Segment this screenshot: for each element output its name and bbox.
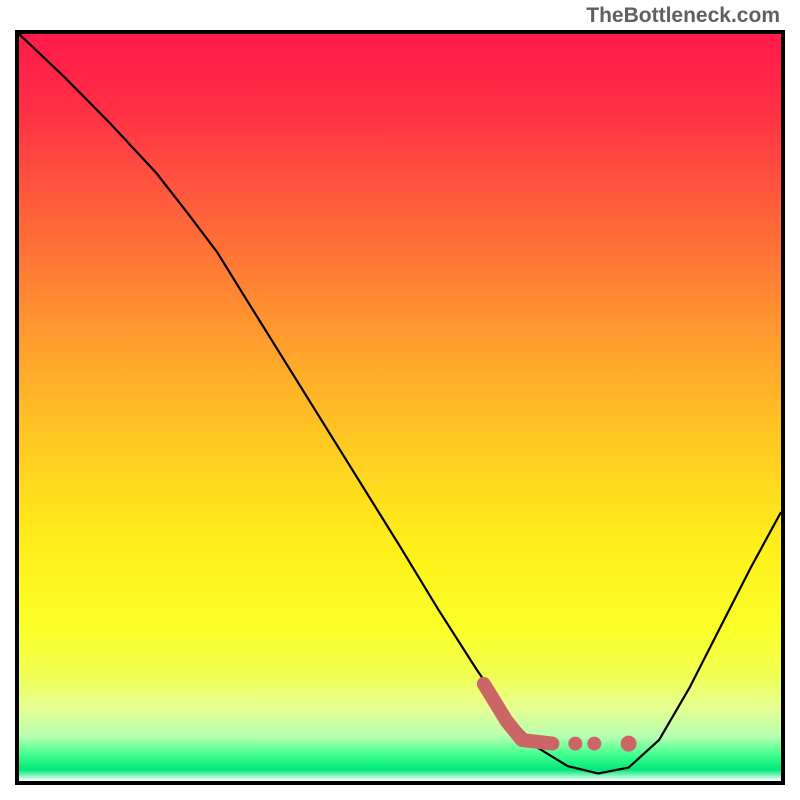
watermark-text: TheBottleneck.com — [586, 4, 780, 28]
highlight-dot — [587, 737, 601, 751]
highlight-stroke — [484, 684, 553, 744]
chart-container — [15, 30, 785, 785]
highlight-dot — [568, 737, 582, 751]
highlight-overlay-layer — [19, 34, 781, 781]
highlight-segment — [484, 684, 637, 752]
highlight-dot — [621, 736, 637, 752]
